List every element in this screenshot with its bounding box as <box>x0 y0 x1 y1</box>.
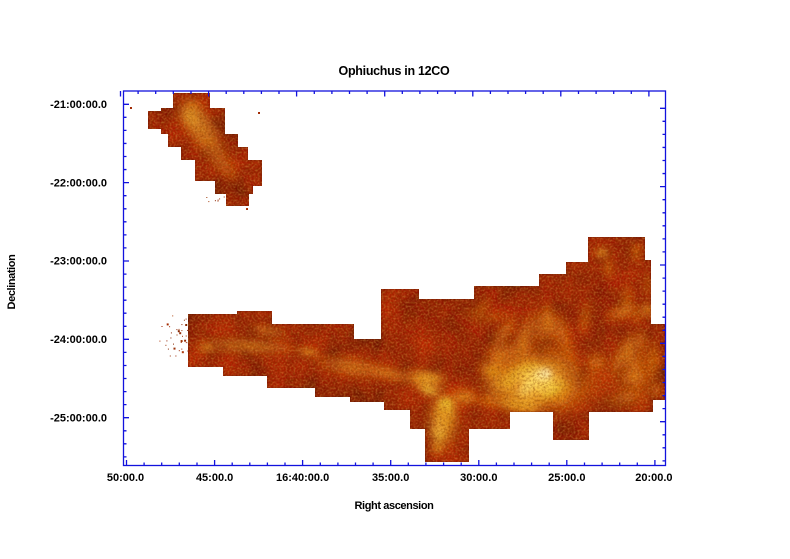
svg-text:25:00.0: 25:00.0 <box>548 472 585 484</box>
svg-text:20:00.0: 20:00.0 <box>635 472 672 484</box>
svg-text:-23:00:00.0: -23:00:00.0 <box>50 256 107 268</box>
svg-text:30:00.0: 30:00.0 <box>460 472 497 484</box>
svg-text:-21:00:00.0: -21:00:00.0 <box>50 99 107 111</box>
svg-text:45:00.0: 45:00.0 <box>196 472 233 484</box>
svg-text:35:00.0: 35:00.0 <box>372 472 409 484</box>
svg-text:Ophiuchus in 12CO: Ophiuchus in 12CO <box>339 64 450 78</box>
svg-text:Right ascension: Right ascension <box>355 500 435 512</box>
svg-text:16:40:00.0: 16:40:00.0 <box>276 472 329 484</box>
svg-text:50:00.0: 50:00.0 <box>107 472 144 484</box>
svg-text:-22:00:00.0: -22:00:00.0 <box>50 177 107 189</box>
svg-text:Declination: Declination <box>6 254 18 310</box>
svg-text:-24:00:00.0: -24:00:00.0 <box>50 334 107 346</box>
svg-text:-25:00:00.0: -25:00:00.0 <box>50 412 107 424</box>
